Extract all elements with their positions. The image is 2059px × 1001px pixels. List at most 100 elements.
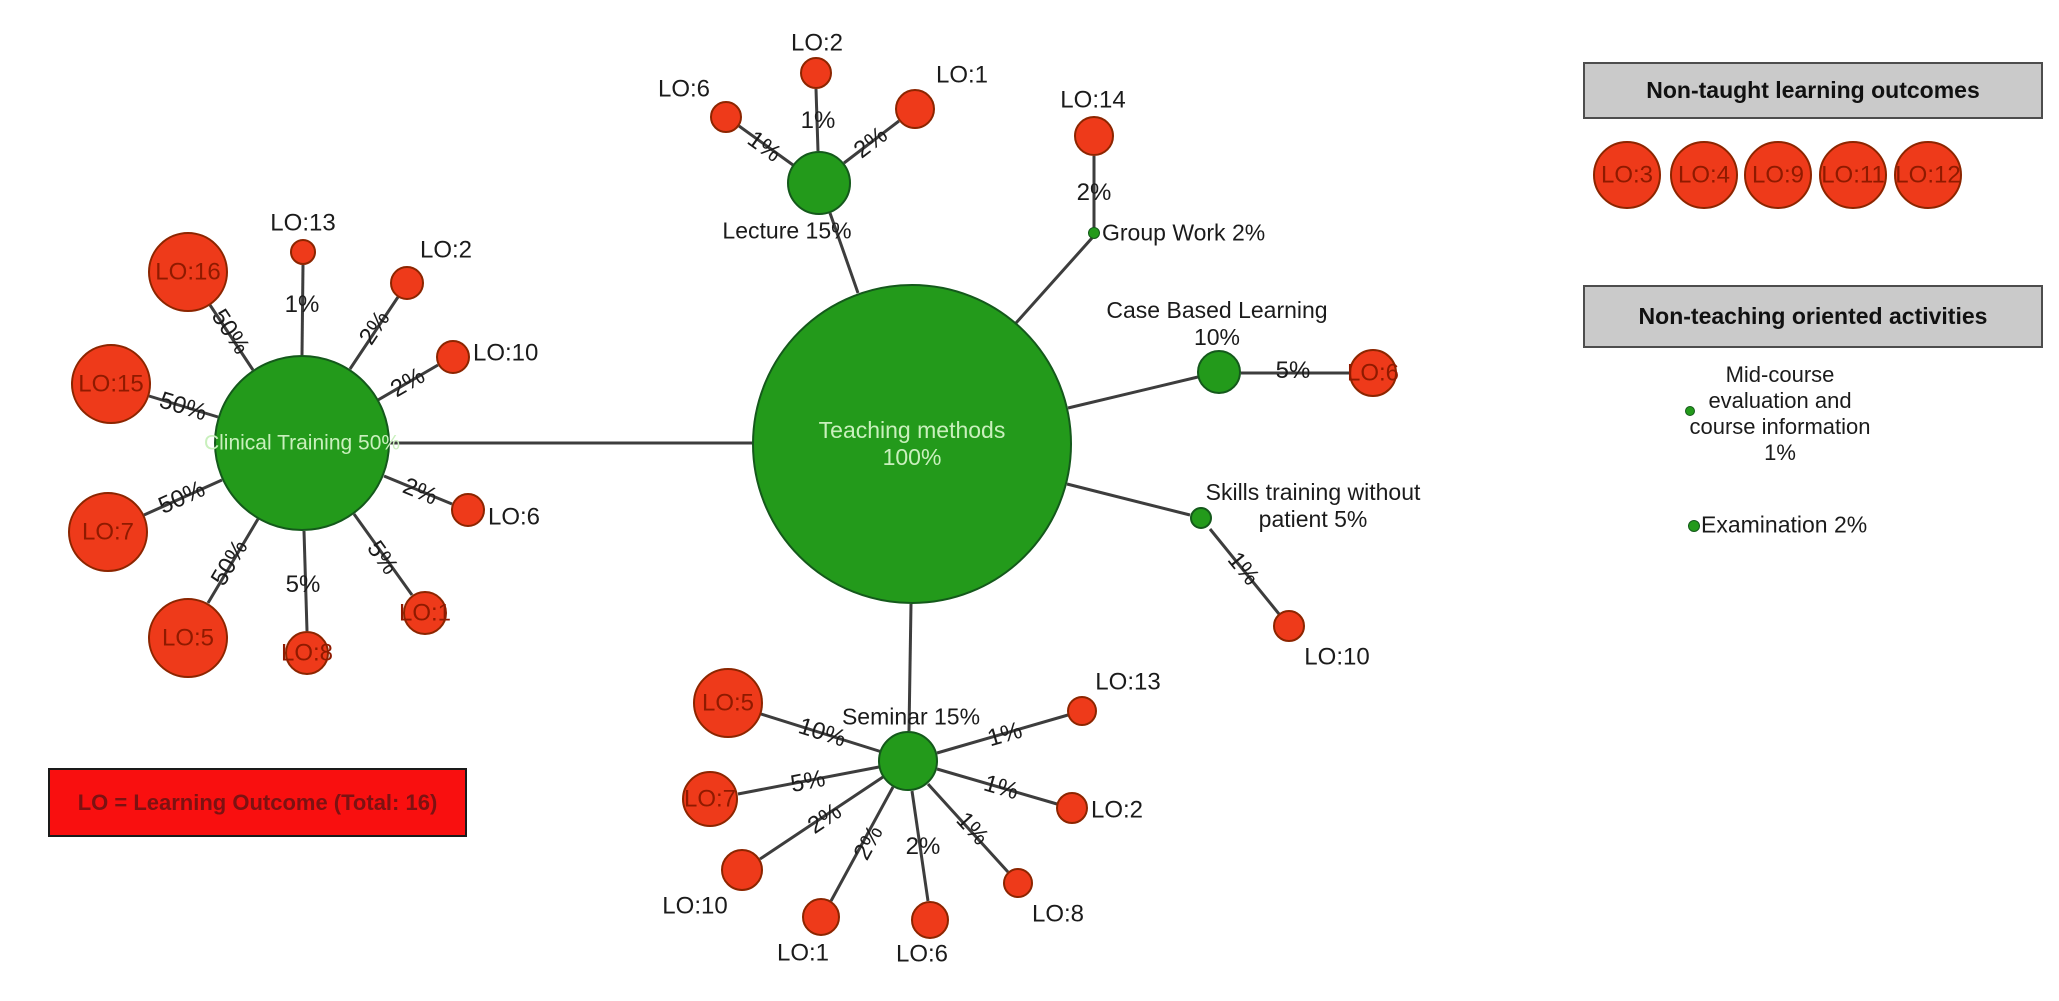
node-sem-lo7 bbox=[682, 771, 738, 827]
node-label-sem-lo1: LO:1 bbox=[776, 939, 830, 967]
examination-label: Examination 2% bbox=[1701, 511, 1868, 538]
legend-box: LO = Learning Outcome (Total: 16) bbox=[48, 768, 467, 837]
node-label-ct-lo16: LO:16 bbox=[155, 258, 221, 286]
node-sem-lo13 bbox=[1067, 696, 1097, 726]
node-label-ct-lo10: LO:10 bbox=[473, 339, 539, 367]
node-lec-lo2 bbox=[800, 57, 832, 89]
node-label-sem-lo13: LO:13 bbox=[1095, 668, 1161, 696]
edge-clinical-training--ct-lo10 bbox=[377, 363, 439, 402]
node-label-ct-lo1: LO:1 bbox=[398, 599, 452, 627]
edge-seminar--sem-lo2 bbox=[936, 767, 1058, 806]
node-label-nt-lo12: LO:12 bbox=[1895, 161, 1961, 189]
node-nt-lo9 bbox=[1744, 141, 1812, 209]
node-sem-lo8 bbox=[1003, 868, 1033, 898]
node-label-ct-lo6: LO:6 bbox=[488, 503, 541, 531]
node-ct-lo16 bbox=[148, 232, 228, 312]
node-label-lec-lo6: LO:6 bbox=[657, 75, 711, 103]
node-label-case-based-learning: Case Based Learning 10% bbox=[1106, 297, 1328, 350]
edge-seminar--sem-lo10 bbox=[759, 775, 884, 861]
edge-clinical-training--ct-lo1 bbox=[352, 513, 414, 596]
node-ct-lo13 bbox=[290, 239, 316, 265]
edge-label-lecture--lec-lo2: 1% bbox=[800, 107, 836, 134]
node-label-seminar: Seminar 15% bbox=[841, 703, 981, 730]
node-label-lec-lo2: LO:2 bbox=[790, 29, 844, 57]
node-gw-lo14 bbox=[1074, 116, 1114, 156]
node-sem-lo10 bbox=[721, 849, 763, 891]
edge-seminar--sem-lo6 bbox=[910, 790, 930, 902]
node-label-teaching-methods: Teaching methods 100% bbox=[818, 417, 1006, 470]
node-label-gw-lo14: LO:14 bbox=[1060, 86, 1126, 114]
legend-label: LO = Learning Outcome (Total: 16) bbox=[77, 789, 438, 815]
node-skills-training bbox=[1190, 507, 1212, 529]
node-ct-lo6 bbox=[451, 493, 485, 527]
node-nt-lo11 bbox=[1819, 141, 1887, 209]
node-ct-lo10 bbox=[436, 340, 470, 374]
node-sk-lo10 bbox=[1273, 610, 1305, 642]
node-clinical-training bbox=[214, 355, 390, 531]
edge-skills-training--sk-lo10 bbox=[1208, 528, 1281, 615]
edge-teaching-methods--lecture bbox=[828, 212, 860, 294]
node-label-ct-lo8: LO:8 bbox=[280, 639, 334, 667]
node-lec-lo1 bbox=[895, 89, 935, 129]
node-cbl-lo6 bbox=[1349, 349, 1397, 397]
edge-lecture--lec-lo1 bbox=[843, 119, 900, 165]
edge-seminar--sem-lo8 bbox=[926, 782, 1010, 874]
node-group-work bbox=[1088, 227, 1100, 239]
node-ct-lo5 bbox=[148, 598, 228, 678]
node-teaching-methods bbox=[752, 284, 1072, 604]
node-label-ct-lo7: LO:7 bbox=[81, 518, 135, 546]
node-ct-lo8 bbox=[285, 631, 329, 675]
node-nt-lo3 bbox=[1593, 141, 1661, 209]
non-taught-panel-header: Non-taught learning outcomes bbox=[1583, 62, 2043, 119]
node-label-ct-lo5: LO:5 bbox=[161, 624, 215, 652]
node-label-nt-lo11: LO:11 bbox=[1821, 161, 1885, 189]
non-taught-panel-title: Non-taught learning outcomes bbox=[1646, 77, 1980, 103]
edge-teaching-methods--case-based-learning bbox=[1067, 375, 1199, 410]
node-label-ct-lo2: LO:2 bbox=[419, 236, 473, 264]
edge-label-case-based-learning--cbl-lo6: 5% bbox=[1275, 357, 1311, 384]
edge-seminar--sem-lo7 bbox=[737, 765, 880, 796]
node-lec-lo6 bbox=[710, 101, 742, 133]
midcourse-line-4: 1% bbox=[1764, 440, 1796, 465]
edge-seminar--sem-lo5 bbox=[760, 712, 883, 754]
node-ct-lo1 bbox=[403, 591, 447, 635]
edge-teaching-methods--seminar bbox=[907, 603, 913, 732]
edge-seminar--sem-lo13 bbox=[936, 713, 1069, 755]
node-examination-dot bbox=[1688, 520, 1700, 532]
edge-clinical-training--ct-lo5 bbox=[206, 518, 260, 604]
non-teaching-panel-title: Non-teaching oriented activities bbox=[1638, 303, 1988, 329]
edge-seminar--sem-lo1 bbox=[829, 786, 895, 902]
node-label-group-work: Group Work 2% bbox=[1102, 219, 1266, 246]
edge-label-group-work--gw-lo14: 2% bbox=[1076, 179, 1112, 206]
edge-label-seminar--sem-lo6: 2% bbox=[905, 833, 941, 860]
edge-clinical-training--ct-lo2 bbox=[348, 296, 400, 370]
midcourse-line-2: evaluation and bbox=[1708, 388, 1852, 413]
midcourse-line-1: Mid-course bbox=[1725, 362, 1835, 387]
edge-clinical-training--ct-lo13 bbox=[300, 264, 305, 356]
node-label-sem-lo7: LO:7 bbox=[683, 785, 737, 813]
node-label-sem-lo10: LO:10 bbox=[662, 892, 728, 920]
node-label-skills-training: Skills training without patient 5% bbox=[1205, 479, 1421, 532]
edge-lecture--lec-lo6 bbox=[738, 124, 794, 167]
edge-teaching-methods--skills-training bbox=[1066, 482, 1191, 517]
node-lecture bbox=[787, 151, 851, 215]
edge-clinical-training--ct-lo8 bbox=[302, 530, 309, 632]
non-teaching-panel-header: Non-teaching oriented activities bbox=[1583, 285, 2043, 348]
edge-teaching-methods--group-work bbox=[1014, 237, 1094, 324]
node-label-sem-lo5: LO:5 bbox=[701, 689, 755, 717]
edge-label-clinical-training--ct-lo8: 5% bbox=[285, 571, 321, 598]
edge-label-clinical-training--ct-lo13: 1% bbox=[284, 291, 320, 318]
midcourse-line-3: course information bbox=[1689, 414, 1871, 439]
node-seminar bbox=[878, 731, 938, 791]
node-sem-lo5 bbox=[693, 668, 763, 738]
node-label-sem-lo8: LO:8 bbox=[1031, 900, 1085, 928]
edge-clinical-training--ct-lo7 bbox=[143, 478, 223, 517]
node-label-lecture: Lecture 15% bbox=[722, 217, 852, 244]
node-midcourse-dot bbox=[1685, 406, 1695, 416]
node-label-ct-lo13: LO:13 bbox=[270, 209, 336, 237]
node-label-ct-lo15: LO:15 bbox=[78, 370, 144, 398]
edge-lecture--lec-lo2 bbox=[814, 88, 820, 152]
node-case-based-learning bbox=[1197, 350, 1241, 394]
node-ct-lo2 bbox=[390, 266, 424, 300]
